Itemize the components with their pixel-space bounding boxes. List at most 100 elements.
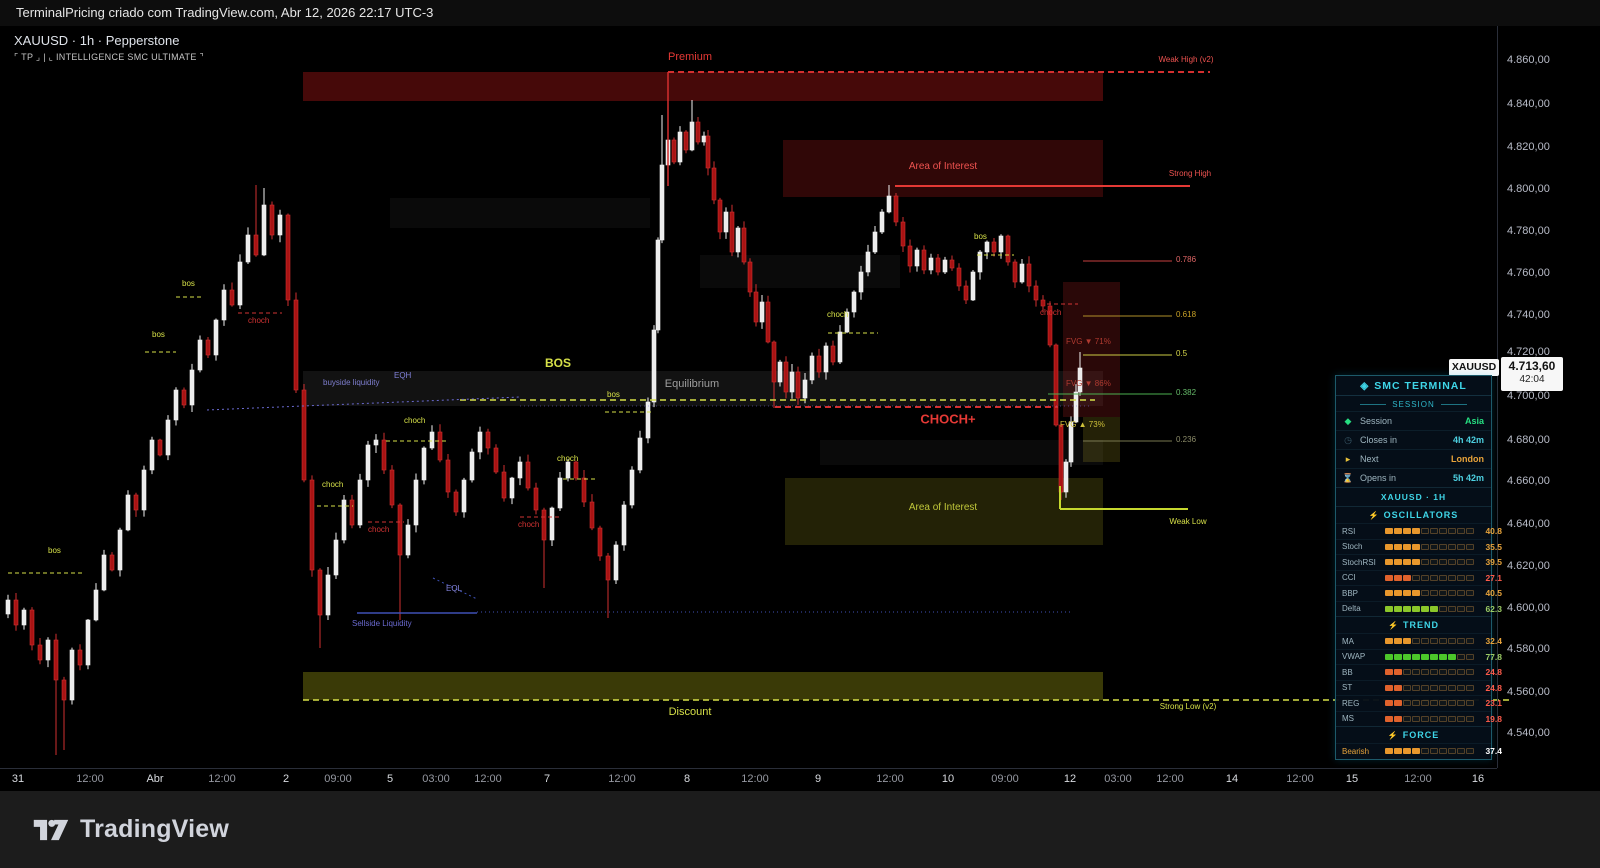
- session-row-value: Asia: [1464, 416, 1484, 426]
- gauge-segment: [1394, 574, 1402, 581]
- chart-label: Discount: [669, 706, 712, 718]
- gauge-segment: [1403, 559, 1411, 566]
- gauge-segment: [1448, 700, 1456, 707]
- session-row-value: London: [1451, 454, 1484, 464]
- price-axis[interactable]: 4.860,00 4.840,00 4.820,00 4.800,00 4.780,00…: [1497, 26, 1600, 768]
- chart-label: 0.236: [1176, 435, 1197, 444]
- price-tick: 4.660,00: [1507, 475, 1550, 487]
- session-row-value: 4h 42m: [1452, 435, 1484, 445]
- section-header-trend: ⚡ TREND: [1336, 616, 1491, 633]
- session-row-label: Closes in: [1360, 435, 1398, 445]
- gauge-segment: [1394, 715, 1402, 722]
- gauge-segment: [1439, 543, 1447, 550]
- panel-title: ◈ SMC TERMINAL: [1336, 376, 1491, 396]
- gauge-segment: [1394, 700, 1402, 707]
- gauge-segment: [1430, 528, 1438, 535]
- gauge-segment: [1439, 684, 1447, 691]
- metric-value: 39.5: [1485, 557, 1502, 568]
- session-row-icon: ⌛: [1342, 472, 1354, 483]
- time-tick: 12:00: [1404, 773, 1432, 785]
- price-tick: 4.640,00: [1507, 518, 1550, 530]
- time-tick: 12: [1063, 773, 1077, 785]
- metric-value: 32.4: [1485, 636, 1502, 647]
- price-tick: 4.700,00: [1507, 390, 1550, 402]
- chart-label: choch: [368, 525, 389, 534]
- time-axis-separator: [0, 768, 1497, 769]
- gauge-segment: [1421, 543, 1429, 550]
- gauge-segment: [1403, 528, 1411, 535]
- gauge-segment: [1394, 605, 1402, 612]
- price-tick: 4.820,00: [1507, 141, 1550, 153]
- area-of-interest-red: [783, 140, 1103, 197]
- gauge-segment: [1412, 574, 1420, 581]
- metric-value: 19.8: [1485, 713, 1502, 724]
- metric-value: 27.1: [1485, 572, 1502, 583]
- gauge-segment: [1394, 543, 1402, 550]
- gauge-segment: [1403, 574, 1411, 581]
- gauge-segment: [1412, 684, 1420, 691]
- metric-gauge: [1385, 528, 1474, 535]
- gauge-segment: [1466, 590, 1474, 597]
- chart-label: bos: [182, 279, 195, 288]
- gauge-segment: [1448, 559, 1456, 566]
- gauge-segment: [1430, 543, 1438, 550]
- area-of-interest-yel: [785, 478, 1103, 545]
- metric-row-stochrsi: StochRSI 39.5: [1336, 554, 1502, 570]
- time-tick: 12:00: [1286, 773, 1314, 785]
- tradingview-logo-icon[interactable]: [33, 815, 69, 845]
- gauge-segment: [1403, 700, 1411, 707]
- chart-label: 0.786: [1176, 255, 1197, 264]
- titlebar: TerminalPricing criado com TradingView.c…: [0, 0, 1600, 26]
- gauge-segment: [1403, 669, 1411, 676]
- tradingview-wordmark[interactable]: TradingView: [80, 815, 230, 843]
- time-tick: Abr: [146, 773, 164, 785]
- metric-gauge: [1385, 748, 1474, 755]
- lightning-icon: ⚡: [1387, 730, 1399, 740]
- current-symbol-text: XAUUSD: [1451, 361, 1497, 373]
- symbol-header: XAUUSD · 1h · Pepperstone ⌜ TP ⌟ | ⌞ INT…: [14, 33, 204, 63]
- gauge-segment: [1457, 715, 1465, 722]
- session-row-icon: ◷: [1344, 434, 1352, 445]
- ob-faint-3: [820, 440, 1103, 465]
- gauge-segment: [1421, 700, 1429, 707]
- gauge-segment: [1394, 653, 1402, 660]
- gauge-segment: [1385, 543, 1393, 550]
- gauge-segment: [1385, 638, 1393, 645]
- chart-label: 0.5: [1176, 349, 1188, 358]
- metric-gauge: [1385, 638, 1474, 645]
- indicator-title[interactable]: ⌜ TP ⌟ | ⌞ INTELLIGENCE SMC ULTIMATE ⌝: [14, 52, 204, 62]
- gauge-segment: [1439, 590, 1447, 597]
- metric-value: 37.4: [1485, 746, 1502, 757]
- time-tick: 09:00: [324, 773, 352, 785]
- chart-label: Sellside Liquidity: [352, 619, 412, 628]
- gauge-segment: [1385, 574, 1393, 581]
- gauge-segment: [1412, 605, 1420, 612]
- metric-label: CCI: [1342, 573, 1356, 583]
- session-row-opens-in: ⌛ Opens in 5h 42m: [1336, 468, 1491, 487]
- gauge-segment: [1385, 748, 1393, 755]
- session-row-icon: ▸: [1345, 453, 1351, 464]
- gauge-segment: [1403, 653, 1411, 660]
- symbol-title[interactable]: XAUUSD · 1h · Pepperstone: [14, 33, 180, 48]
- gauge-segment: [1394, 528, 1402, 535]
- gauge-segment: [1412, 653, 1420, 660]
- gauge-segment: [1466, 605, 1474, 612]
- metric-row-stoch: Stoch 35.5: [1336, 538, 1502, 555]
- current-symbol-chip: XAUUSD: [1449, 359, 1499, 376]
- chart-label: FVG ▼ 71%: [1066, 337, 1111, 346]
- gauge-segment: [1421, 748, 1429, 755]
- metric-label: MA: [1342, 636, 1354, 646]
- chart-label: Strong High: [1169, 169, 1211, 178]
- candlestick-chart[interactable]: Premium Weak High (v2) Area of Interest Str…: [0, 0, 1600, 791]
- metric-row-bbp: BBP 40.5: [1336, 585, 1502, 601]
- gauge-segment: [1394, 748, 1402, 755]
- gauge-segment: [1439, 559, 1447, 566]
- gauge-segment: [1430, 653, 1438, 660]
- time-axis[interactable]: 31 12:00 Abr 12:00 2 09:00 5 03:00 12:00 7 12:00 8 1…: [0, 768, 1497, 790]
- gauge-segment: [1448, 653, 1456, 660]
- gauge-segment: [1421, 715, 1429, 722]
- time-tick: 12:00: [474, 773, 502, 785]
- chart-label: choch: [827, 310, 848, 319]
- chart-label: bos: [48, 546, 61, 555]
- gauge-segment: [1457, 684, 1465, 691]
